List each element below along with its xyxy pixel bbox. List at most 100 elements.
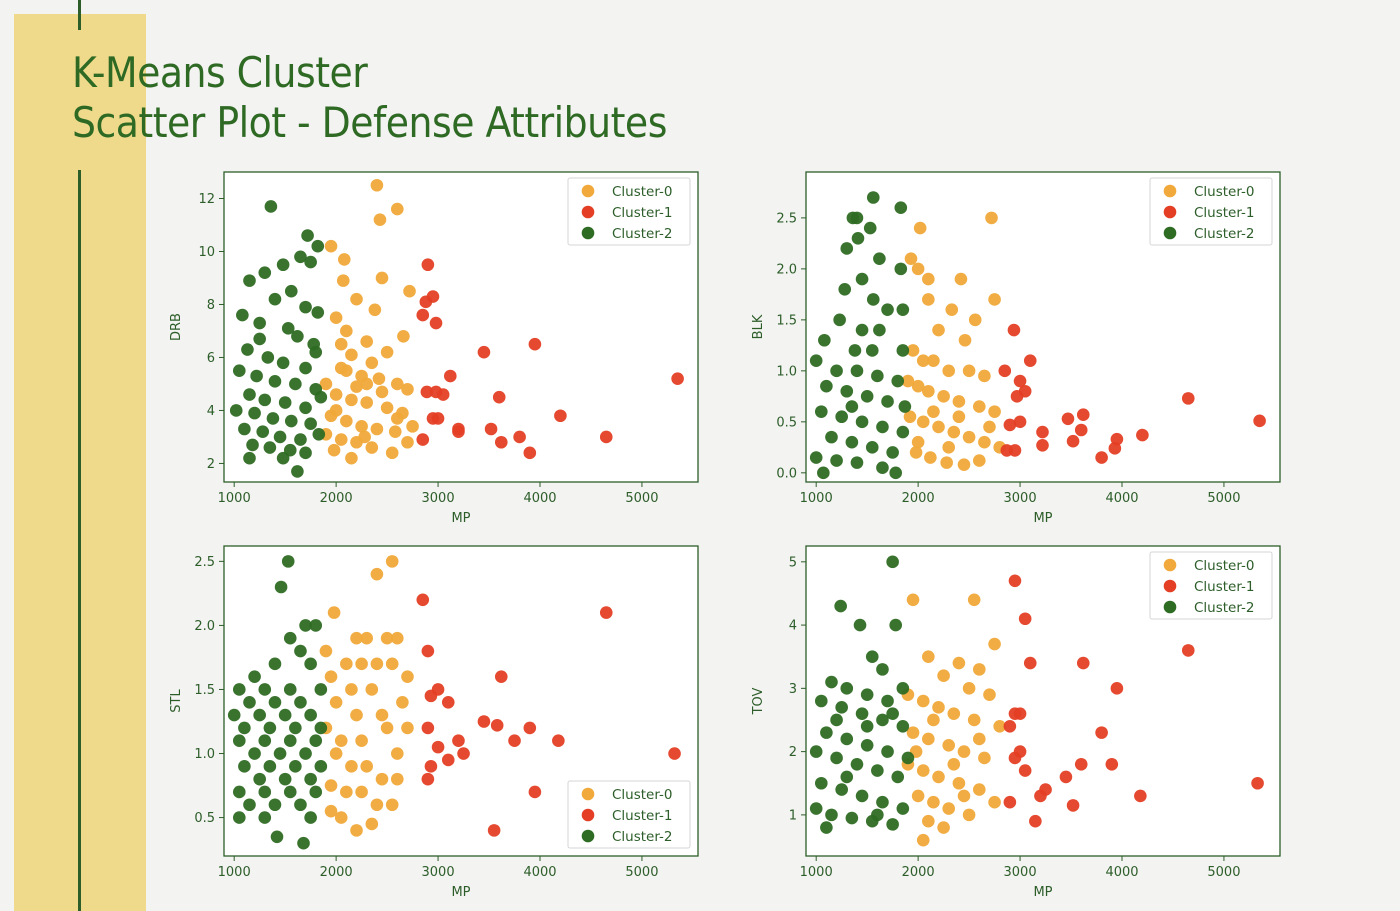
vertical-rule xyxy=(78,170,81,911)
scatter-point-cluster-0 xyxy=(988,293,1001,306)
scatter-point-cluster-0 xyxy=(380,721,394,735)
scatter-point-cluster-2 xyxy=(289,760,302,773)
scatter-point-cluster-2 xyxy=(261,351,275,364)
scatter-point-cluster-1 xyxy=(1034,789,1047,803)
scatter-point-cluster-2 xyxy=(896,344,910,357)
scatter-point-cluster-1 xyxy=(1134,789,1147,803)
scatter-point-cluster-2 xyxy=(850,757,864,771)
scatter-point-cluster-0 xyxy=(334,337,348,351)
legend-label: Cluster-0 xyxy=(1194,558,1255,574)
scatter-point-cluster-2 xyxy=(814,776,828,790)
scatter-point-cluster-0 xyxy=(355,785,368,799)
legend-marker-cluster-1 xyxy=(581,205,595,219)
scatter-point-cluster-2 xyxy=(873,323,886,337)
scatter-point-cluster-1 xyxy=(1010,390,1024,403)
scatter-point-cluster-0 xyxy=(390,202,404,216)
scatter-point-cluster-2 xyxy=(891,374,905,388)
scatter-point-cluster-0 xyxy=(957,745,971,758)
scatter-point-cluster-2 xyxy=(818,333,831,347)
scatter-point-cluster-0 xyxy=(324,670,338,683)
scatter-point-cluster-0 xyxy=(968,313,982,327)
scatter-point-cluster-0 xyxy=(922,814,935,828)
scatter-point-cluster-0 xyxy=(932,420,945,434)
legend-label: Cluster-0 xyxy=(612,787,673,803)
scatter-point-cluster-2 xyxy=(238,760,251,773)
scatter-point-cluster-1 xyxy=(1076,656,1090,670)
scatter-point-cluster-0 xyxy=(957,458,971,471)
legend-box xyxy=(1149,177,1273,246)
scatter-point-cluster-0 xyxy=(906,726,920,739)
scatter-point-cluster-2 xyxy=(820,379,833,393)
scatter-point-cluster-1 xyxy=(419,295,433,309)
scatter-point-cluster-2 xyxy=(817,466,830,480)
scatter-point-cluster-0 xyxy=(340,414,353,428)
scatter-point-cluster-0 xyxy=(385,657,399,671)
scatter-point-cluster-0 xyxy=(978,751,991,765)
scatter-point-cluster-0 xyxy=(962,808,976,822)
scatter-point-cluster-1 xyxy=(421,258,435,272)
scatter-point-cluster-2 xyxy=(886,555,899,569)
scatter-point-cluster-0 xyxy=(327,606,341,619)
scatter-point-cluster-2 xyxy=(278,396,292,409)
scatter-point-cluster-0 xyxy=(319,644,333,658)
scatter-point-cluster-1 xyxy=(416,308,430,322)
scatter-point-cluster-2 xyxy=(886,818,899,831)
scatter-point-cluster-1 xyxy=(477,345,491,359)
scatter-point-cluster-2 xyxy=(845,811,859,825)
legend-label: Cluster-0 xyxy=(612,184,673,200)
scatter-point-cluster-0 xyxy=(390,772,404,786)
scatter-point-cluster-2 xyxy=(855,707,869,720)
y-tick-label: 3 xyxy=(789,682,797,697)
x-tick-label: 3000 xyxy=(1004,491,1037,506)
scatter-point-cluster-0 xyxy=(360,396,374,409)
x-tick-label: 4000 xyxy=(1105,491,1138,506)
scatter-point-cluster-1 xyxy=(420,385,434,399)
scatter-point-cluster-2 xyxy=(860,390,874,403)
scatter-point-cluster-2 xyxy=(850,364,864,378)
scatter-point-cluster-0 xyxy=(916,354,930,367)
scatter-point-cluster-0 xyxy=(370,422,384,436)
page-title-line-1: K-Means Cluster xyxy=(72,48,368,97)
x-axis-label: MP xyxy=(451,511,470,526)
scatter-point-cluster-2 xyxy=(256,425,270,438)
scatter-point-cluster-2 xyxy=(299,619,312,632)
scatter-point-cluster-0 xyxy=(927,354,940,367)
x-tick-label: 4000 xyxy=(1105,865,1138,880)
scatter-point-cluster-0 xyxy=(913,221,927,235)
scatter-point-cluster-2 xyxy=(274,580,288,594)
x-tick-label: 5000 xyxy=(625,491,658,506)
x-tick-label: 2000 xyxy=(902,865,935,880)
scatter-point-cluster-0 xyxy=(329,388,343,401)
scatter-point-cluster-2 xyxy=(299,401,312,415)
scatter-point-cluster-1 xyxy=(1013,415,1027,429)
scatter-point-cluster-2 xyxy=(238,721,251,735)
y-tick-label: 10 xyxy=(198,245,215,260)
scatter-point-cluster-0 xyxy=(329,404,343,417)
scatter-point-cluster-1 xyxy=(513,430,526,444)
scatter-point-cluster-1 xyxy=(1253,414,1266,428)
scatter-point-cluster-2 xyxy=(881,395,894,408)
scatter-point-cluster-2 xyxy=(833,313,846,327)
x-tick-label: 5000 xyxy=(625,865,658,880)
page-title-line-2: Scatter Plot - Defense Attributes xyxy=(72,98,667,147)
scatter-point-cluster-0 xyxy=(924,451,937,464)
scatter-point-cluster-2 xyxy=(876,795,889,809)
scatter-point-cluster-0 xyxy=(952,395,966,408)
scatter-point-cluster-0 xyxy=(375,385,389,399)
scatter-point-cluster-2 xyxy=(276,451,290,465)
scatter-point-cluster-2 xyxy=(886,707,899,720)
scatter-point-cluster-2 xyxy=(263,721,277,735)
scatter-point-cluster-0 xyxy=(954,272,968,286)
scatter-point-cluster-0 xyxy=(358,430,371,444)
y-tick-label: 1.0 xyxy=(776,364,797,379)
scatter-point-cluster-2 xyxy=(304,255,317,269)
scatter-point-cluster-0 xyxy=(962,682,976,695)
legend-label: Cluster-1 xyxy=(1194,579,1255,595)
scatter-point-cluster-1 xyxy=(452,425,465,438)
scatter-point-cluster-1 xyxy=(1059,770,1073,784)
scatter-point-cluster-2 xyxy=(283,785,297,799)
scatter-point-cluster-2 xyxy=(268,798,282,812)
scatter-point-cluster-0 xyxy=(373,213,387,226)
scatter-point-cluster-0 xyxy=(372,372,386,385)
scatter-point-cluster-2 xyxy=(294,695,307,709)
